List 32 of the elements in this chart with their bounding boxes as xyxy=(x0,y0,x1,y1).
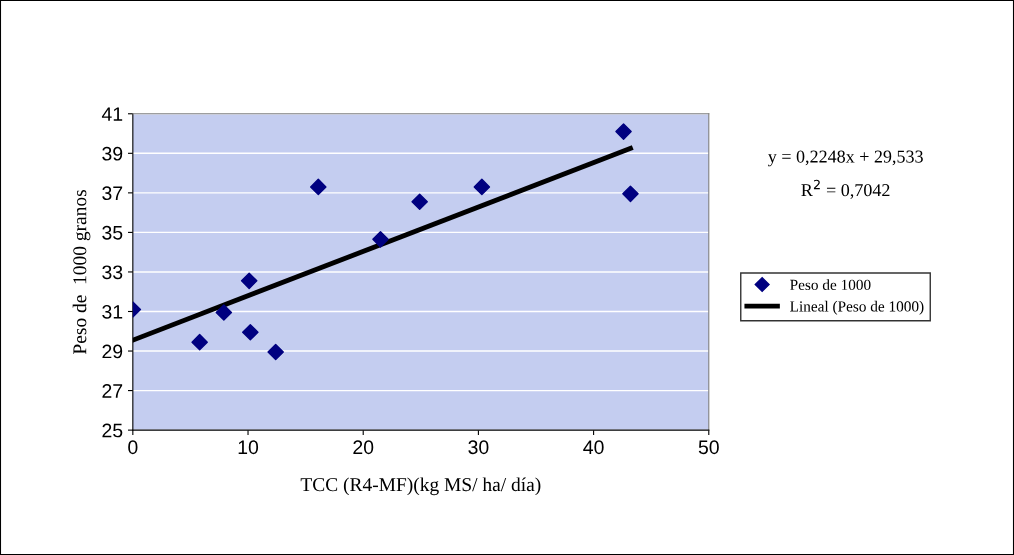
point xyxy=(473,178,491,196)
x-tick-label: 10 xyxy=(238,440,259,455)
point xyxy=(267,343,284,361)
y-tick-label: 39 xyxy=(102,146,123,161)
y-tick-label: 25 xyxy=(102,423,123,438)
text: y = 0,2248x + 29,533 xyxy=(768,150,923,167)
y-tick-label: 35 xyxy=(102,225,123,240)
point xyxy=(191,333,208,351)
y-tick-label: 29 xyxy=(102,344,123,359)
point xyxy=(372,231,389,248)
x-axis-title: TCC (R4-MF)(kg MS/ ha/ día) xyxy=(300,477,541,496)
point xyxy=(242,323,259,341)
y-tick-label: 33 xyxy=(102,265,123,280)
x-tick-label: 20 xyxy=(353,440,374,455)
y-tick-label: 31 xyxy=(102,304,123,319)
legend-label: Peso de 1000 xyxy=(790,279,871,290)
y-tick-label: 27 xyxy=(102,384,123,398)
x-tick-label: 0 xyxy=(128,440,138,455)
legend-label: Lineal (Peso de 1000) xyxy=(790,300,924,315)
y-tick-label: 37 xyxy=(102,186,123,201)
x-tick-label: 40 xyxy=(583,440,604,455)
point xyxy=(309,178,327,196)
text: R$^{2}$ = 0,7042 xyxy=(801,179,890,199)
x-tick-label: 50 xyxy=(698,440,719,455)
point xyxy=(615,123,632,140)
y-tick-label: 41 xyxy=(101,107,123,121)
y-axis-title: Peso de 1000 granos xyxy=(72,190,91,355)
point xyxy=(240,272,258,290)
point xyxy=(215,304,233,321)
point xyxy=(411,193,428,211)
x-tick-label: 30 xyxy=(468,440,489,455)
point xyxy=(622,185,639,203)
